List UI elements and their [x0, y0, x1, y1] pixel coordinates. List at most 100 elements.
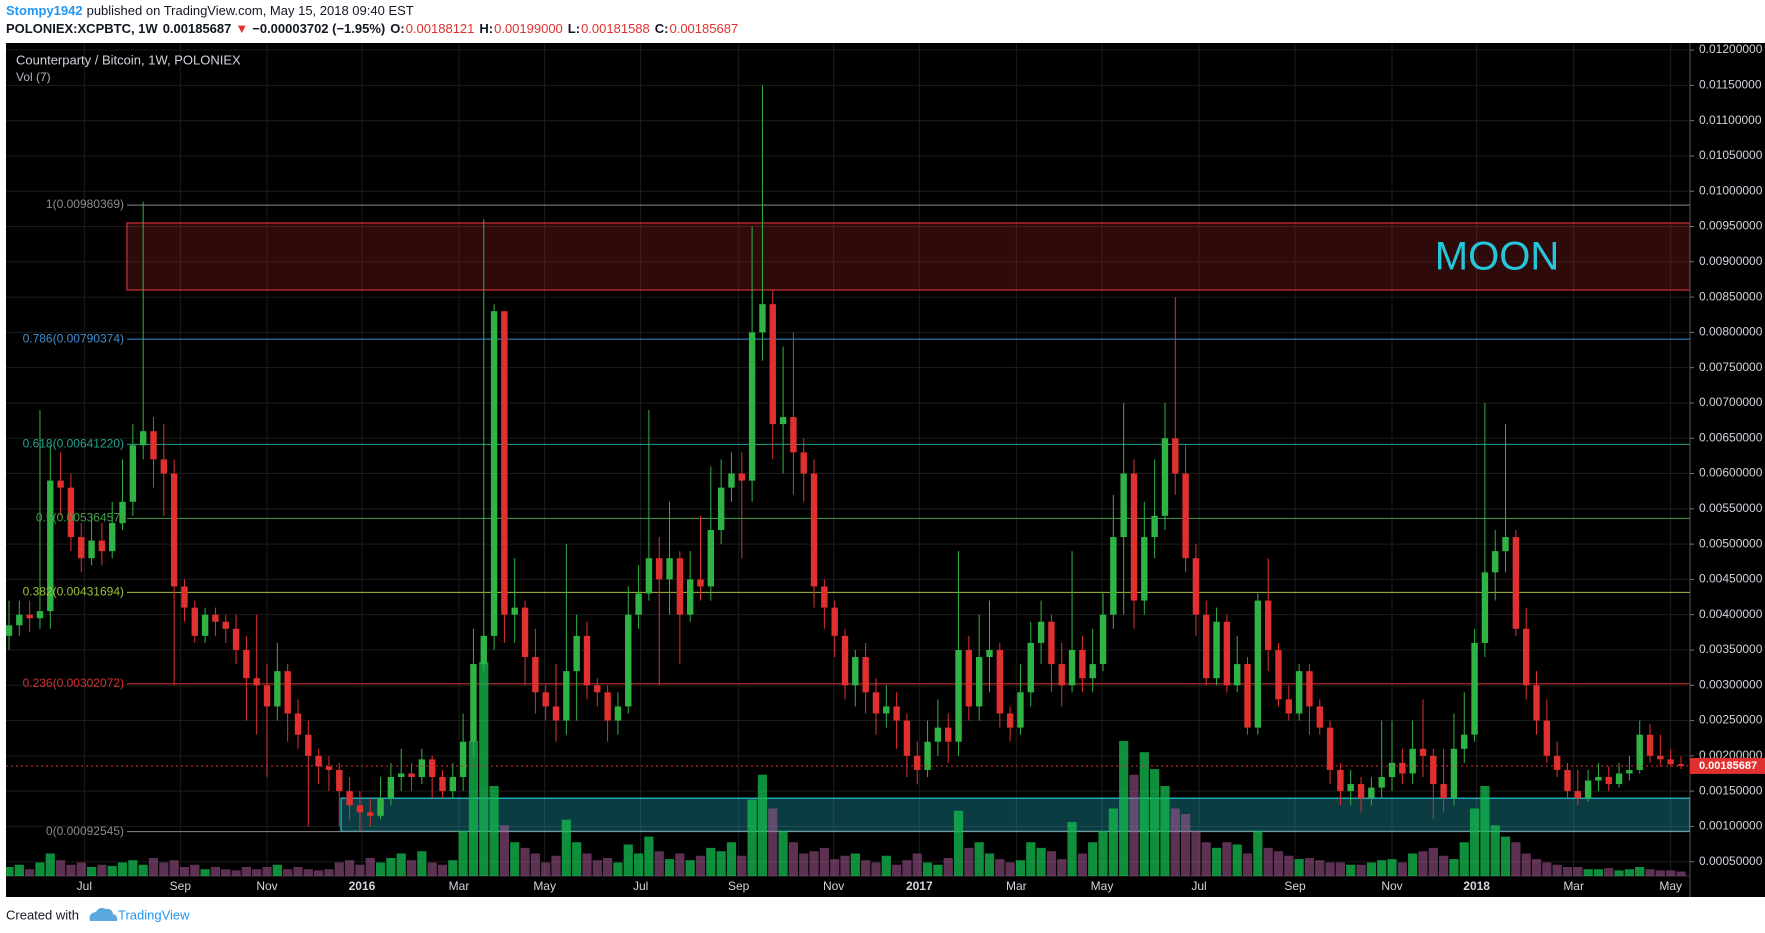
candle-body	[1203, 614, 1210, 679]
candle-body	[975, 657, 983, 707]
last-price-tag	[1690, 757, 1765, 774]
candle-body	[800, 452, 807, 474]
volume-bar	[1180, 814, 1191, 876]
volume-bar	[603, 857, 613, 876]
volume-bar	[1408, 853, 1418, 876]
y-tick-label: 0.00450000	[1699, 572, 1763, 586]
y-tick-label: 0.00100000	[1699, 819, 1763, 833]
candle-body	[1388, 762, 1396, 778]
volume-bar	[1119, 740, 1129, 876]
change: −0.00003702 (−1.95%)	[252, 21, 385, 36]
author[interactable]: Stompy1942	[6, 3, 83, 18]
candle-body	[1006, 713, 1014, 728]
volume-bar	[314, 870, 324, 876]
volume-bar	[1150, 769, 1160, 876]
footer-brand[interactable]: TradingView	[118, 907, 190, 922]
ohlc-value: 0.00185687	[669, 21, 738, 36]
volume-bar	[1449, 859, 1459, 876]
candle-body	[717, 487, 725, 530]
candle-body	[1161, 438, 1169, 516]
volume-bar	[293, 866, 303, 876]
y-tick-label: 0.00950000	[1699, 219, 1763, 233]
volume-bar	[1521, 853, 1531, 876]
volume-bar	[386, 857, 396, 876]
candle-body	[1440, 784, 1447, 799]
candle-body	[367, 812, 374, 816]
candle-body	[1409, 748, 1416, 774]
candle-body	[1037, 621, 1045, 643]
candle-body	[78, 537, 85, 559]
zone	[126, 222, 1690, 291]
candle-body	[945, 727, 952, 742]
volume-bar	[1542, 862, 1552, 876]
candle-body	[707, 529, 715, 587]
header-line-1: Stompy1942 published on TradingView.com, …	[6, 3, 414, 18]
volume-bar	[324, 869, 334, 876]
candle-body	[635, 593, 642, 615]
candle-body	[1048, 621, 1055, 665]
candle-body	[1419, 748, 1427, 756]
candle-body	[129, 445, 137, 502]
candle-body	[191, 607, 198, 636]
tradingview-logo[interactable]	[89, 908, 118, 921]
volume-bar	[468, 740, 479, 876]
volume-bar	[1098, 830, 1108, 876]
volume-bar	[169, 860, 179, 876]
candle-body	[305, 734, 312, 756]
volume-bar	[623, 844, 633, 876]
volume-bar	[809, 851, 819, 876]
volume-bar	[1232, 844, 1242, 876]
candle-body	[594, 685, 601, 693]
volume-bar	[489, 785, 499, 876]
volume-bar	[757, 774, 768, 876]
candle-body	[883, 706, 890, 714]
volume-bar	[86, 866, 97, 876]
volume-bar	[572, 842, 582, 876]
volume-bar	[1160, 785, 1170, 876]
candle-body	[470, 664, 477, 742]
volume-bar	[1253, 830, 1263, 876]
volume-bar	[262, 866, 272, 876]
candle-body	[449, 777, 457, 792]
x-tick-label: Jul	[77, 879, 92, 893]
candle-body	[1533, 685, 1540, 721]
volume-bar	[850, 853, 860, 876]
volume-bar	[427, 862, 437, 876]
volume-bar	[768, 808, 778, 876]
candle-body	[511, 607, 518, 615]
candle-body	[428, 759, 436, 778]
ohlc-label: H:	[479, 21, 493, 36]
volume-bar	[892, 864, 902, 876]
volume-bar	[964, 847, 974, 876]
volume-bar	[1046, 851, 1057, 876]
candle-body	[346, 791, 353, 806]
candle-body	[1615, 773, 1623, 785]
volume-bar	[695, 855, 706, 876]
candle-body	[542, 692, 549, 707]
indicator-label: Vol (7)	[16, 70, 51, 84]
volume-bar	[613, 862, 623, 876]
candle-body	[1626, 769, 1633, 774]
volume-bar	[406, 860, 417, 876]
volume-bar	[1624, 869, 1634, 876]
candle-body	[1492, 551, 1499, 573]
volume-bar	[1635, 866, 1645, 876]
candle-body	[893, 706, 900, 721]
volume-bar	[210, 866, 221, 876]
fib-label: 0.236(0.00302072)	[23, 676, 124, 690]
candle-body	[1110, 537, 1117, 615]
volume-bar	[1366, 862, 1376, 876]
candle-body	[821, 586, 828, 608]
candle-body	[914, 755, 921, 770]
volume-bar	[458, 830, 468, 876]
candle-body	[67, 487, 75, 538]
y-tick-label: 0.00900000	[1699, 254, 1763, 268]
y-tick-label: 0.00400000	[1699, 607, 1763, 621]
candle-body	[201, 614, 209, 636]
candle-body	[779, 417, 787, 425]
y-tick-label: 0.00250000	[1699, 713, 1763, 727]
candle-body	[1522, 628, 1530, 686]
candle-body	[1636, 734, 1643, 770]
candle-body	[1027, 642, 1034, 693]
volume-bar	[1397, 862, 1407, 876]
